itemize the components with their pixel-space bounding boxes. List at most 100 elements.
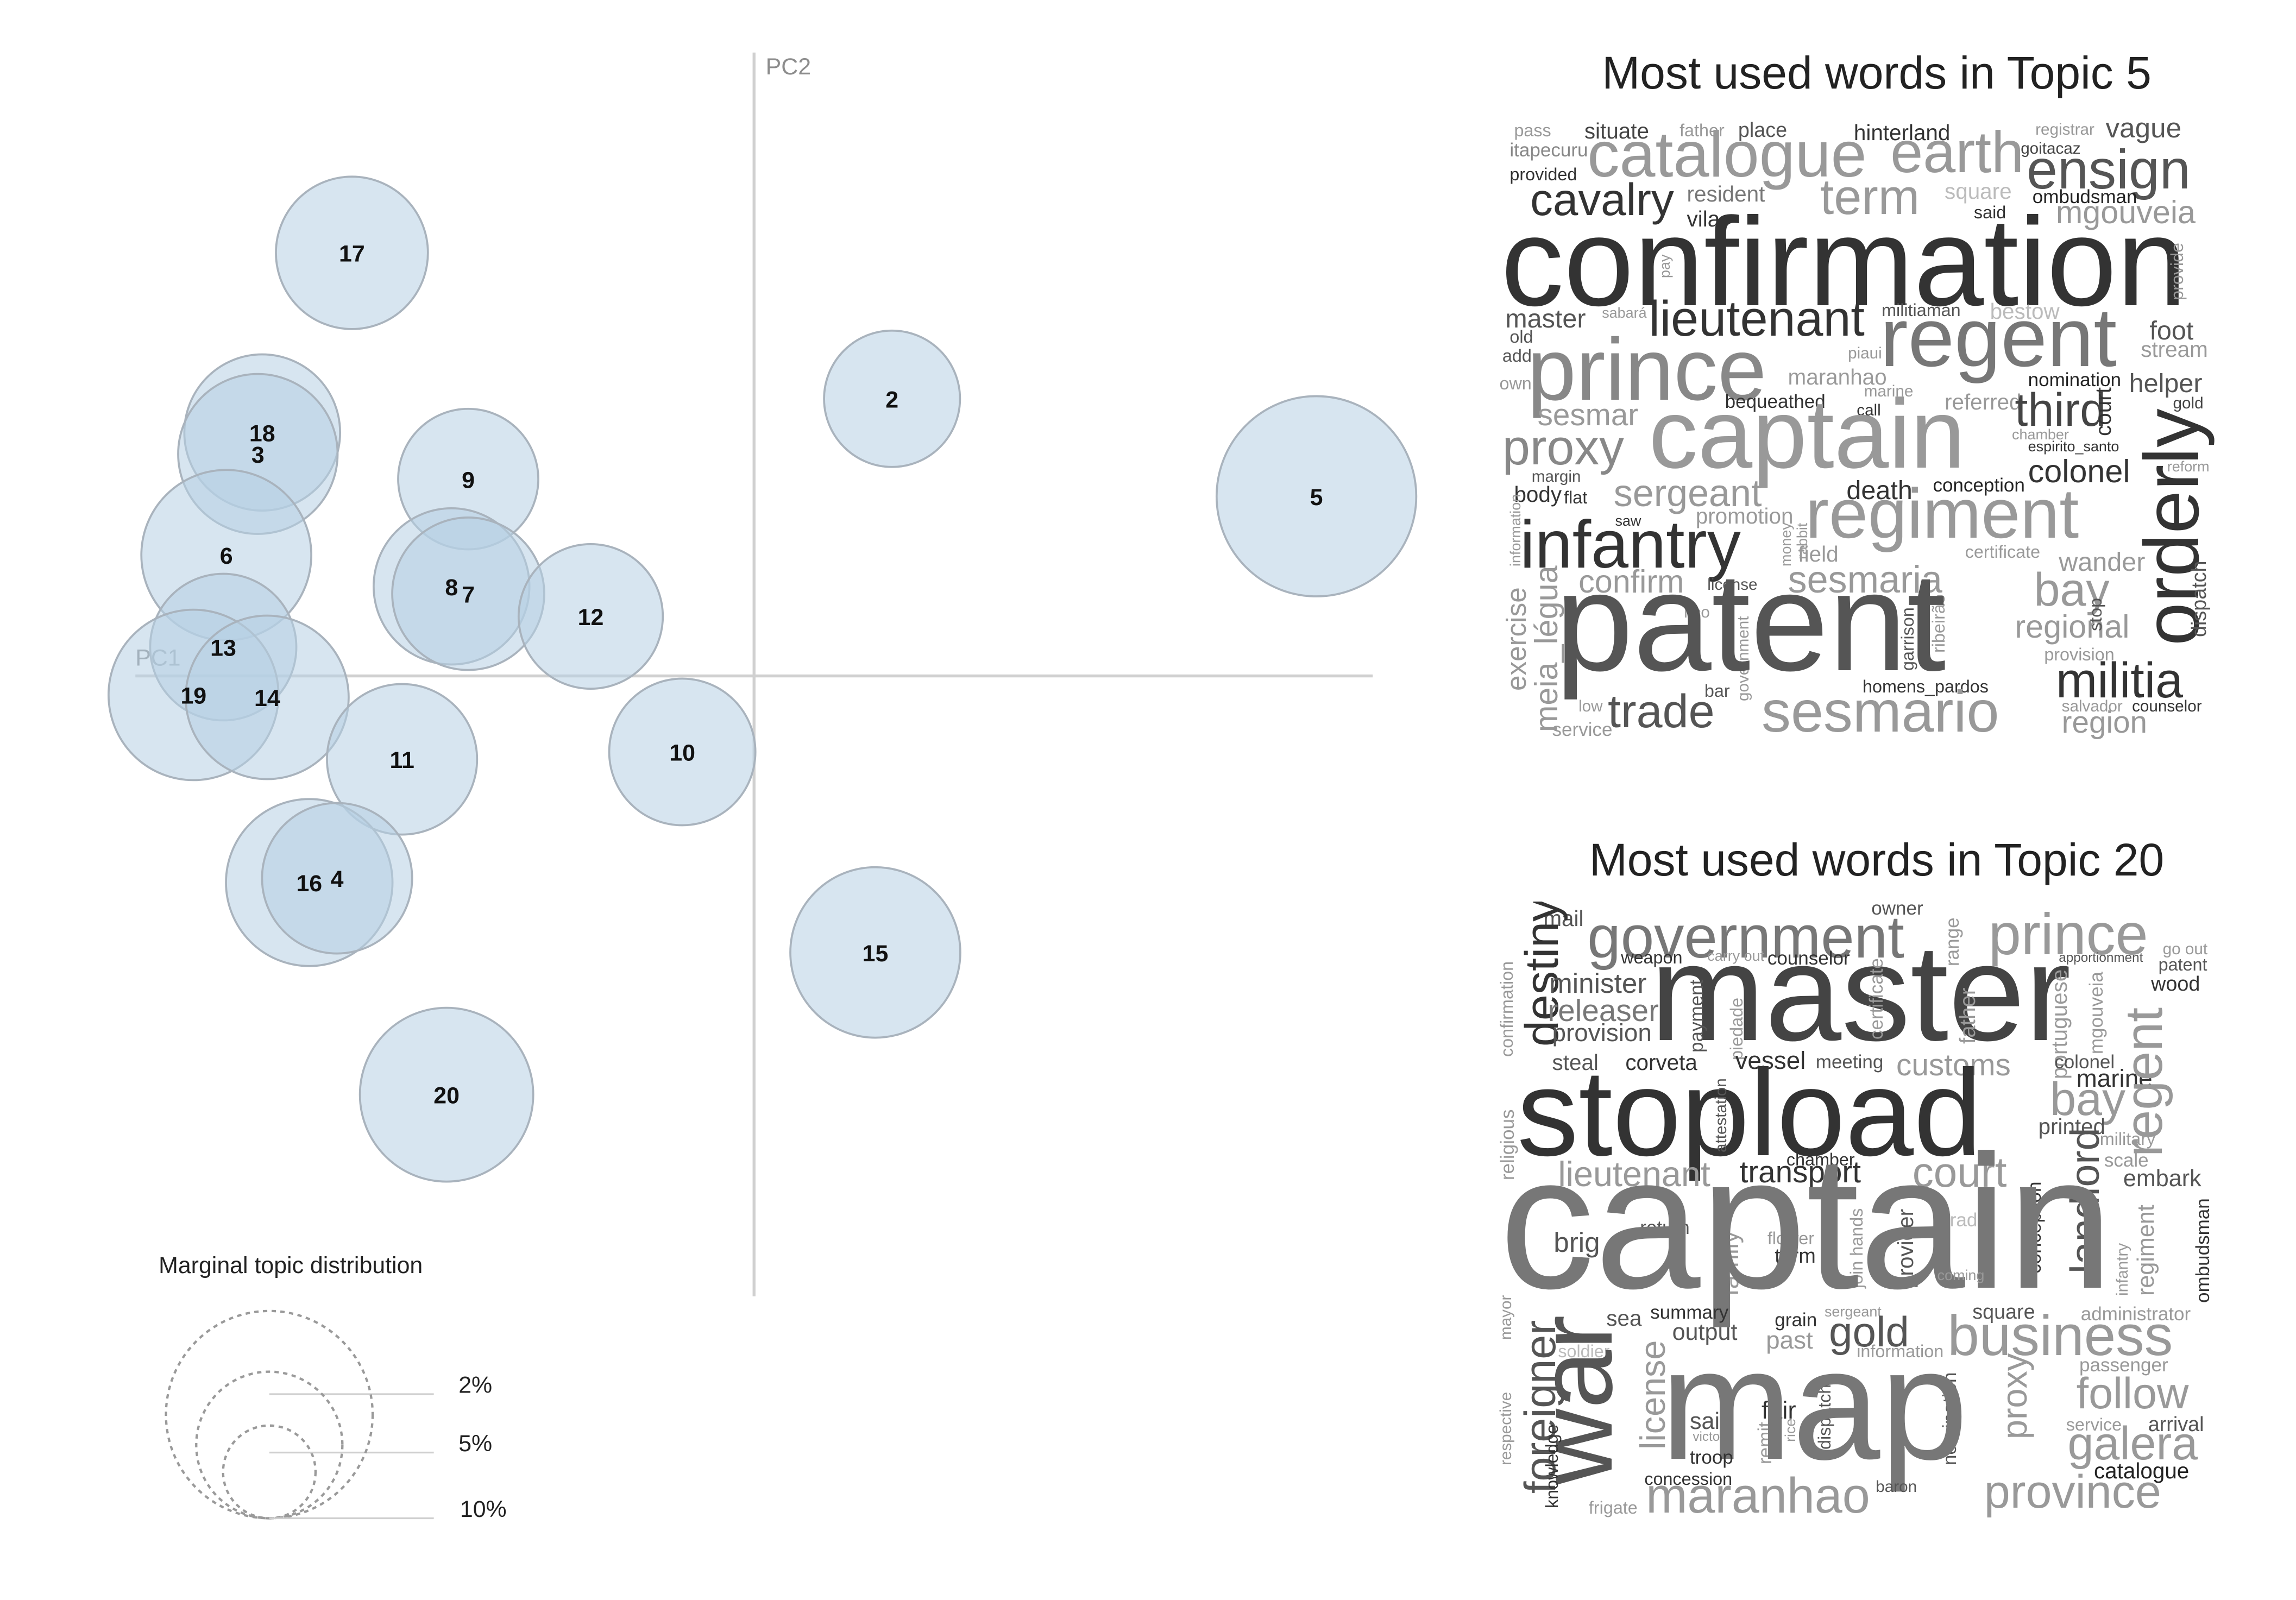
- word-marine: marine: [2076, 1064, 2153, 1092]
- word-carry-out: carry out: [1707, 947, 1765, 964]
- topic-label-12: 12: [578, 604, 604, 631]
- word-military: military: [2099, 1129, 2156, 1149]
- word-gold: gold: [2173, 394, 2204, 412]
- word-fair: fair: [1762, 1396, 1796, 1425]
- word-promotion: promotion: [1695, 503, 1794, 529]
- word-lieutenant: lieutenant: [1558, 1154, 1710, 1194]
- topic-label-10: 10: [669, 740, 695, 766]
- word-steal: steal: [1552, 1049, 1599, 1075]
- topic-label-6: 6: [220, 543, 233, 569]
- word-espirito-santo: espirito_santo: [2028, 438, 2119, 455]
- word-body: body: [1514, 481, 1562, 507]
- word-owner: owner: [1871, 902, 1923, 919]
- word-concession: concession: [1644, 1469, 1733, 1489]
- word-place: place: [1738, 118, 1788, 142]
- word-catalogue: catalogue: [2093, 1458, 2190, 1483]
- word-own: own: [1499, 374, 1532, 394]
- topic-bubble-10: [608, 677, 757, 827]
- word-map: map: [1660, 1315, 1968, 1492]
- word-conception: conception: [1933, 475, 2025, 496]
- legend-title: Marginal topic distribution: [159, 1252, 423, 1278]
- word-colonel: colonel: [2028, 453, 2130, 490]
- topic-label-5: 5: [1310, 484, 1323, 511]
- word-sea: sea: [1606, 1306, 1642, 1331]
- word-regent: regent: [1880, 290, 2117, 384]
- word-flat: flat: [1564, 488, 1588, 508]
- legend-label-5: 5%: [458, 1431, 492, 1457]
- word-exercise: exercise: [1500, 587, 1532, 691]
- word-bay: bay: [2050, 1073, 2126, 1126]
- topic-20-title: Most used words in Topic 20: [1589, 834, 2165, 885]
- word-piaui: piaui: [1848, 344, 1882, 363]
- word-certificate: certificate: [1965, 542, 2041, 562]
- word-lieutenant: lieutenant: [1649, 291, 1865, 347]
- word-ombudsman: ombudsman: [2192, 1198, 2214, 1303]
- word-sesmaria: sesmaria: [1788, 558, 1942, 601]
- word-frigate: frigate: [1588, 1498, 1638, 1518]
- word-add: add: [1502, 345, 1532, 366]
- word-flower: flower: [1767, 1229, 1815, 1249]
- word-wood: wood: [2151, 972, 2200, 995]
- word-corveta: corveta: [1625, 1049, 1697, 1075]
- word-releaser: releaser: [1548, 993, 1659, 1028]
- word-counselor: counselor: [2132, 697, 2202, 715]
- word-apportionment: apportionment: [2059, 950, 2143, 966]
- word-situate: situate: [1584, 118, 1649, 144]
- word-captain: captain: [1649, 379, 1965, 489]
- topic-bubble-4: [261, 802, 413, 955]
- word-pass: pass: [1514, 120, 1551, 140]
- word-father: father: [1954, 987, 1980, 1044]
- word-chamber: chamber: [2012, 426, 2069, 443]
- word-term: term: [1775, 1244, 1816, 1268]
- topic-bubble-2: [823, 329, 961, 468]
- topic-bubble-14: [184, 614, 350, 780]
- word-gold: gold: [1829, 1307, 1909, 1356]
- word-term: term: [1820, 169, 1920, 225]
- word-militiaman: militiaman: [1882, 300, 1961, 320]
- word-hinterland: hinterland: [1853, 119, 1951, 145]
- topic-label-20: 20: [433, 1083, 460, 1109]
- word-infantry: infantry: [1520, 507, 1741, 582]
- word-provide: provide: [2167, 242, 2187, 300]
- topic-label-16: 16: [296, 871, 322, 897]
- word-prince: prince: [1527, 321, 1767, 419]
- word-sergeant: sergeant: [1824, 1303, 1882, 1320]
- word-helper: helper: [2129, 369, 2203, 399]
- word-reform: reform: [2167, 458, 2210, 475]
- word-war: war: [1516, 1314, 1634, 1485]
- topic-label-17: 17: [339, 241, 365, 267]
- word-death: death: [1846, 475, 1913, 505]
- word-bequeathed: bequeathed: [1725, 391, 1826, 413]
- topic-bubble-12: [517, 543, 664, 690]
- word-mgouveia: mgouveia: [2055, 194, 2196, 231]
- legend-label-10: 10%: [460, 1496, 507, 1522]
- y-axis-label: PC2: [766, 54, 811, 80]
- word-wander: wander: [2059, 547, 2146, 577]
- word-baron: baron: [1876, 1477, 1917, 1496]
- word-saw: saw: [1615, 513, 1641, 530]
- word-mayor: mayor: [1499, 1295, 1515, 1340]
- word-dispatch: dispatch: [2187, 560, 2211, 637]
- word-ombudsman: ombudsman: [2032, 186, 2137, 208]
- word-province: province: [1984, 1465, 2161, 1518]
- word-confirm: confirm: [1578, 563, 1684, 600]
- word-ensign: ensign: [2026, 138, 2191, 201]
- word-mgouveia: mgouveia: [2085, 972, 2107, 1054]
- word-court: court: [1912, 1148, 2007, 1196]
- topic-label-11: 11: [389, 747, 414, 773]
- word-vila: vila: [1687, 206, 1720, 231]
- word-regional: regional: [2015, 608, 2130, 645]
- topic-label-9: 9: [462, 467, 475, 493]
- word-itapecuru: itapecuru: [1509, 139, 1588, 161]
- word-margin: margin: [1531, 467, 1581, 486]
- word-administrator: administrator: [2080, 1303, 2191, 1325]
- word-resident: resident: [1687, 181, 1765, 206]
- word-transport: transport: [1739, 1154, 1861, 1189]
- word-maranhao: maranhao: [1646, 1468, 1870, 1524]
- word-provision: provision: [2044, 644, 2115, 664]
- word-weapon: weapon: [1621, 947, 1683, 967]
- topic-20-wordcloud: mail owner government range prince apportionm…: [1499, 902, 2222, 1540]
- word-service: service: [1552, 719, 1613, 741]
- topic-bubble-5: [1215, 395, 1418, 597]
